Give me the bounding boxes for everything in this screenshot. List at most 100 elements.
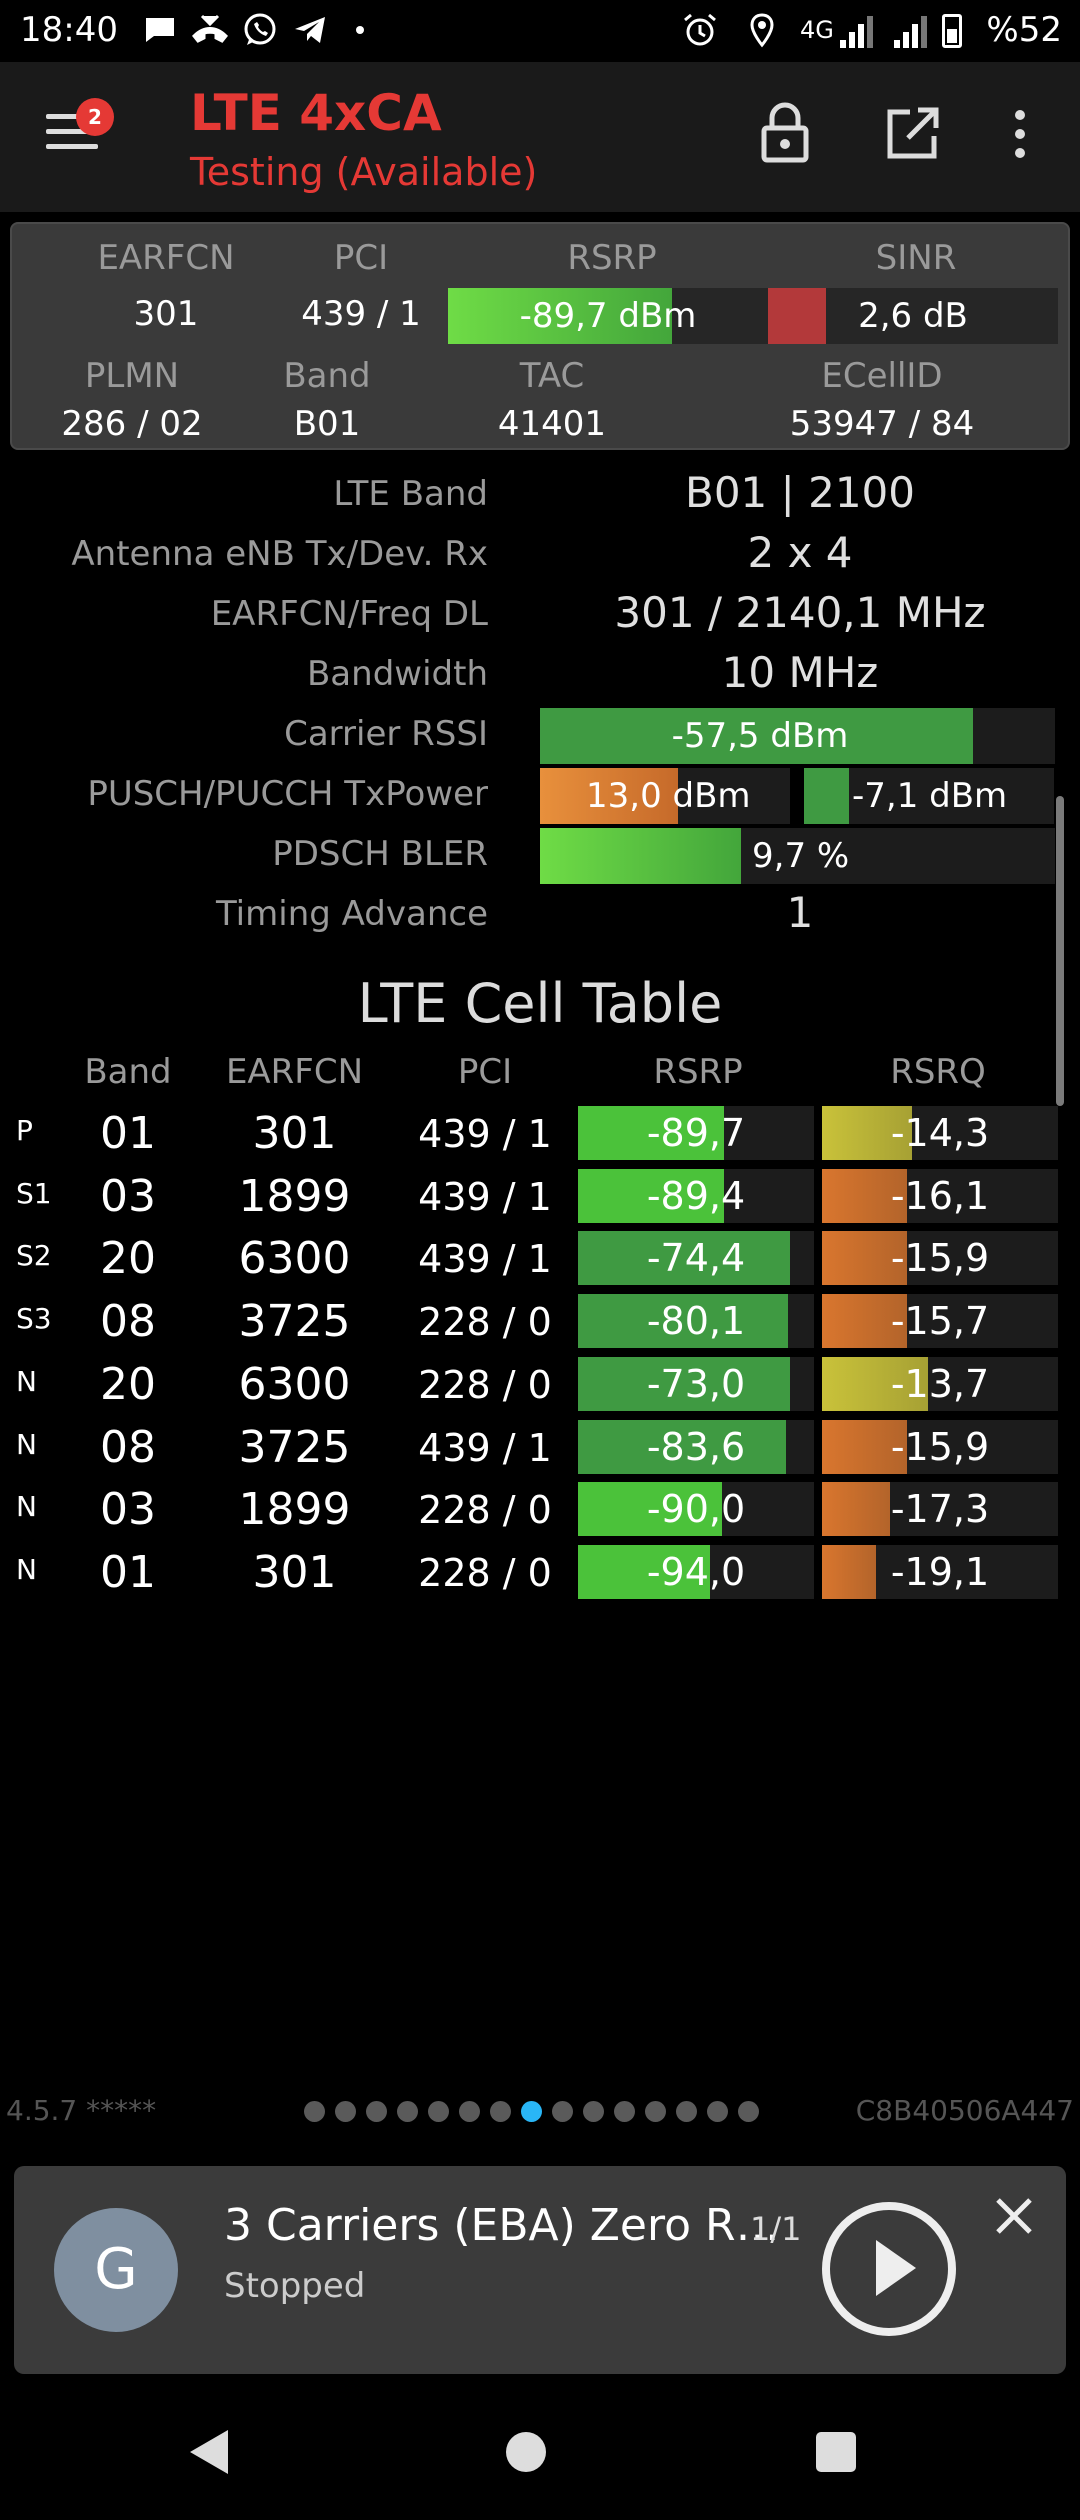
cell-rsrp-bar: -80,1 [578, 1294, 814, 1349]
cell-rsrp: -94,0 [646, 1549, 746, 1594]
page-dot[interactable] [521, 2101, 542, 2122]
bler-bar-fill [540, 828, 741, 884]
detail-bandwidth: Bandwidth 10 MHz [0, 646, 1080, 706]
cell-rsrq-fill [822, 1419, 907, 1474]
cell-band: 03 [100, 1484, 156, 1536]
cell-rsrp: -89,7 [646, 1111, 746, 1155]
media-notification[interactable]: G 3 Carriers (EBA) Zero R… 1/1 Stopped [14, 2166, 1066, 2374]
cell-pci: 439 / 1 [418, 1112, 552, 1156]
cell-rsrq-fill [822, 1294, 907, 1349]
tac-label: TAC [519, 356, 585, 396]
cell-rsrq-bar: -17,3 [822, 1482, 1058, 1537]
page-dot[interactable] [428, 2101, 449, 2122]
cell-rsrp: -73,0 [646, 1361, 746, 1406]
bandwidth-value: 10 MHz [721, 648, 879, 697]
cell-earfcn: 301 [252, 1108, 337, 1159]
cell-pci: 439 / 1 [418, 1237, 552, 1282]
page-dot[interactable] [583, 2101, 604, 2122]
sinr-label: SINR [875, 238, 957, 278]
page-dot[interactable] [304, 2101, 325, 2122]
sinr-bar-fill [768, 288, 826, 344]
rsrp-label: RSRP [567, 238, 657, 278]
freq-value: 301 / 2140,1 MHz [614, 588, 986, 637]
page-dot[interactable] [707, 2101, 728, 2122]
cell-rsrp-bar: -73,0 [578, 1356, 814, 1411]
cell-band: 08 [100, 1296, 156, 1348]
page-dot[interactable] [645, 2101, 666, 2122]
freq-label: EARFCN/Freq DL [210, 594, 488, 634]
scrollbar[interactable] [1056, 796, 1064, 1106]
cell-rsrq: -15,9 [890, 1236, 990, 1281]
table-row: N 03 1899 228 / 0 -90,0 -17,3 [0, 1478, 1080, 1540]
battery-percent: %52 [986, 10, 1062, 50]
app-title: LTE 4xCA [190, 84, 442, 142]
header-band: Band [84, 1052, 172, 1092]
cell-rsrp-bar: -94,0 [578, 1544, 814, 1599]
signal-icon [840, 14, 874, 48]
band-value: B01 [293, 404, 361, 444]
cell-rsrq: -17,3 [890, 1487, 990, 1532]
pucch-bar-fill [804, 768, 849, 824]
play-button[interactable] [822, 2202, 956, 2336]
pusch-bar-fill [540, 768, 678, 824]
cell-pci: 228 / 0 [418, 1488, 552, 1533]
page-dot[interactable] [459, 2101, 480, 2122]
header-pci: PCI [457, 1052, 513, 1092]
table-row: N 01 301 228 / 0 -94,0 -19,1 [0, 1541, 1080, 1603]
page-dot[interactable] [335, 2101, 356, 2122]
bler-label: PDSCH BLER [272, 834, 488, 874]
status-bar: 18:40 4G %52 [0, 0, 1080, 62]
cell-rsrq: -15,7 [890, 1299, 990, 1344]
sinr-value: 2,6 dB [858, 296, 968, 336]
cell-rsrp: -74,4 [646, 1236, 746, 1281]
serving-cell-summary: EARFCN PCI RSRP SINR 301 439 / 1 -89,7 d… [10, 222, 1070, 450]
cell-earfcn: 6300 [238, 1233, 351, 1285]
cell-type: N [16, 1552, 37, 1586]
home-icon[interactable] [506, 2432, 546, 2472]
cell-type: N [16, 1490, 37, 1524]
close-icon[interactable] [988, 2190, 1040, 2242]
app-subtitle: Testing (Available) [190, 150, 538, 194]
page-dot[interactable] [614, 2101, 635, 2122]
location-icon [744, 12, 780, 57]
recents-icon[interactable] [816, 2432, 856, 2472]
rssi-bar-fill [540, 708, 973, 764]
page-dot[interactable] [676, 2101, 697, 2122]
cell-pci: 439 / 1 [418, 1174, 552, 1219]
navigation-bar [0, 2390, 1080, 2520]
menu-icon[interactable] [46, 114, 98, 154]
lock-icon[interactable] [760, 102, 810, 164]
dot-icon [342, 12, 378, 48]
cell-type: N [16, 1364, 37, 1398]
plmn-label: PLMN [84, 356, 180, 396]
cell-rsrp: -80,1 [646, 1299, 746, 1344]
more-options-icon[interactable] [1010, 110, 1030, 166]
rsrp-bar-fill [448, 288, 672, 344]
antenna-label: Antenna eNB Tx/Dev. Rx [71, 534, 488, 574]
open-external-icon[interactable] [884, 106, 940, 162]
cell-pci: 228 / 0 [418, 1550, 552, 1595]
media-title: 3 Carriers (EBA) Zero R… [224, 2200, 780, 2251]
page-dot[interactable] [738, 2101, 759, 2122]
page-dot[interactable] [366, 2101, 387, 2122]
cell-band: 08 [100, 1421, 156, 1473]
table-row: S2 20 6300 439 / 1 -74,4 -15,9 [0, 1227, 1080, 1289]
page-dot[interactable] [490, 2101, 511, 2122]
earfcn-value: 301 [133, 294, 199, 334]
page-indicator[interactable] [304, 2101, 759, 2122]
cell-type: S3 [16, 1302, 52, 1336]
back-icon[interactable] [190, 2430, 228, 2474]
cell-rsrq-bar: -15,9 [822, 1419, 1058, 1474]
tac-value: 41401 [497, 404, 607, 444]
bler-bar: 9,7 % [540, 828, 1055, 884]
cell-pci: 228 / 0 [418, 1362, 552, 1407]
cell-rsrp-fill [578, 1419, 786, 1474]
telegram-icon [292, 12, 328, 48]
page-dot[interactable] [552, 2101, 573, 2122]
table-row: N 20 6300 228 / 0 -73,0 -13,7 [0, 1353, 1080, 1415]
cell-rsrp-bar: -74,4 [578, 1231, 814, 1286]
cell-rsrp: -89,4 [646, 1173, 746, 1218]
detail-lte-band: LTE Band B01 | 2100 [0, 466, 1080, 526]
chat-icon [142, 12, 178, 48]
page-dot[interactable] [397, 2101, 418, 2122]
